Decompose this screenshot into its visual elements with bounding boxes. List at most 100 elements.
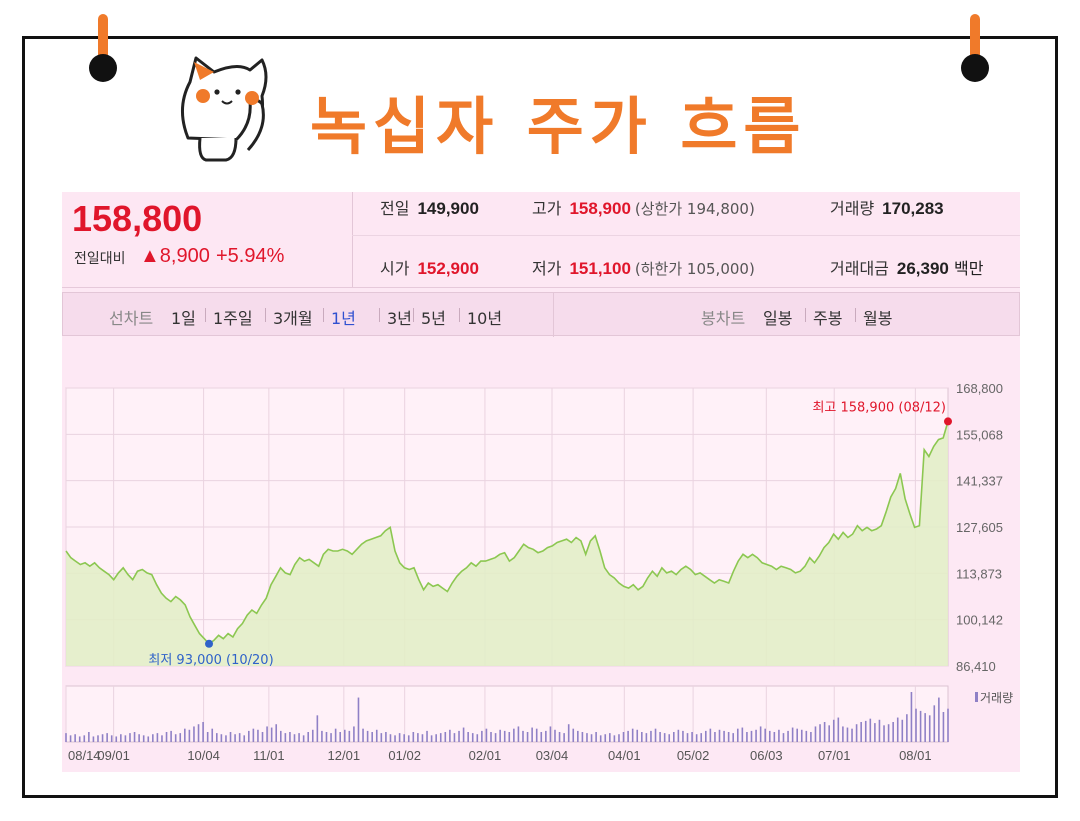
volume-bar xyxy=(586,733,588,742)
volume-bar xyxy=(211,728,214,742)
volume-bar xyxy=(152,734,154,742)
tab-separator xyxy=(805,308,806,322)
volume-bar xyxy=(147,736,150,742)
change-label: 전일대비 xyxy=(74,251,126,267)
tab-candle-2[interactable]: 월봉 xyxy=(863,309,893,328)
tab-candle-0[interactable]: 일봉 xyxy=(763,309,793,328)
x-tick-label: 10/04 xyxy=(187,748,220,763)
volume-bar xyxy=(860,722,862,742)
volume-bar xyxy=(412,732,415,742)
volume-bar xyxy=(83,735,86,742)
volume-bar xyxy=(97,735,99,742)
volume-bar xyxy=(819,724,821,742)
volume-bar xyxy=(398,733,401,742)
tab-separator xyxy=(413,308,414,322)
x-tick-label: 07/01 xyxy=(818,748,851,763)
tab-separator xyxy=(205,308,206,322)
volume-bar xyxy=(234,734,236,742)
volume: 거래량 170,283 xyxy=(830,199,944,218)
volume-bar xyxy=(462,727,465,742)
volume-bar xyxy=(348,730,351,742)
volume-bar xyxy=(279,730,282,742)
volume-bar xyxy=(814,726,817,742)
volume-bar xyxy=(316,715,319,742)
volume-bar xyxy=(238,733,241,742)
volume-bar xyxy=(641,732,643,742)
volume-bar xyxy=(791,727,794,742)
volume-bar xyxy=(604,734,607,742)
volume-bar xyxy=(732,733,735,742)
pinhole-left-icon xyxy=(89,54,117,82)
x-tick-label: 01/02 xyxy=(388,748,421,763)
x-tick-label: 12/01 xyxy=(328,748,361,763)
tab-period-3[interactable]: 1년 xyxy=(331,309,356,328)
volume-bar xyxy=(526,732,529,742)
volume-bar xyxy=(595,732,597,742)
volume-bar xyxy=(247,730,250,742)
volume-bar xyxy=(673,732,675,742)
chart-tabs: 선차트 1일 1주일 3개월 1년 3년 5년 10년 봉차트 일봉 주봉 월봉 xyxy=(62,292,1020,337)
volume-bar xyxy=(558,732,561,742)
prev-close: 전일 149,900 xyxy=(380,199,479,218)
volume-bar xyxy=(892,722,894,742)
y-tick-label: 127,605 xyxy=(956,520,1003,535)
tab-separator xyxy=(379,308,380,322)
volume-bar xyxy=(714,732,716,742)
volume-bar xyxy=(115,736,118,742)
volume-bar xyxy=(828,725,830,742)
volume-bar xyxy=(471,733,474,742)
volume-bar xyxy=(417,733,419,742)
page-title: 녹십자 주가 흐름 xyxy=(310,90,807,163)
volume-bar xyxy=(156,733,159,742)
x-tick-label: 02/01 xyxy=(469,748,502,763)
tab-candle-1[interactable]: 주봉 xyxy=(813,309,843,328)
volume-bar xyxy=(549,726,552,742)
volume-bar xyxy=(531,727,533,742)
high-price: 고가 158,900 (상한가 194,800) xyxy=(532,199,755,218)
volume-bar xyxy=(161,735,163,742)
candle-chart-label: 봉차트 xyxy=(701,309,746,328)
volume-bar xyxy=(453,733,456,742)
volume-bar xyxy=(522,730,524,742)
tab-period-0[interactable]: 1일 xyxy=(171,309,196,328)
volume-bar xyxy=(503,730,506,742)
volume-bar xyxy=(764,728,767,742)
volume-bar xyxy=(947,708,949,742)
volume-bar xyxy=(928,715,931,742)
volume-bar xyxy=(869,718,872,742)
volume-bar xyxy=(577,730,579,742)
volume-bar xyxy=(165,732,168,742)
volume-bar xyxy=(590,734,593,742)
volume-bar xyxy=(686,733,689,742)
volume-bar xyxy=(723,730,725,742)
volume-bar xyxy=(832,719,835,742)
volume-bar xyxy=(170,730,172,742)
tab-period-6[interactable]: 10년 xyxy=(467,309,503,328)
volume-bar xyxy=(476,734,479,742)
volume-bar xyxy=(540,732,543,742)
volume-bar xyxy=(924,713,926,742)
quote-row-divider xyxy=(352,235,1020,236)
volume-bar xyxy=(380,733,383,742)
tab-period-4[interactable]: 3년 xyxy=(387,309,412,328)
min-marker xyxy=(205,639,214,648)
volume-bar xyxy=(124,735,127,742)
tab-period-1[interactable]: 1주일 xyxy=(213,309,253,328)
volume-bar xyxy=(65,733,67,742)
max-marker xyxy=(944,417,952,426)
volume-bar xyxy=(69,735,72,742)
tab-period-2[interactable]: 3개월 xyxy=(273,309,313,328)
volume-bar xyxy=(659,732,661,742)
volume-bar xyxy=(755,729,757,742)
volume-bar xyxy=(357,697,360,742)
volume-bar xyxy=(878,719,881,742)
volume-bar xyxy=(609,733,611,742)
x-tick-label: 08/01 xyxy=(899,748,932,763)
volume-bar xyxy=(663,733,666,742)
volume-bar xyxy=(243,735,246,742)
volume-bar xyxy=(650,730,652,742)
tab-period-5[interactable]: 5년 xyxy=(421,309,446,328)
volume-bar xyxy=(197,724,200,742)
volume-bar xyxy=(874,723,876,742)
volume-bar xyxy=(74,734,76,742)
